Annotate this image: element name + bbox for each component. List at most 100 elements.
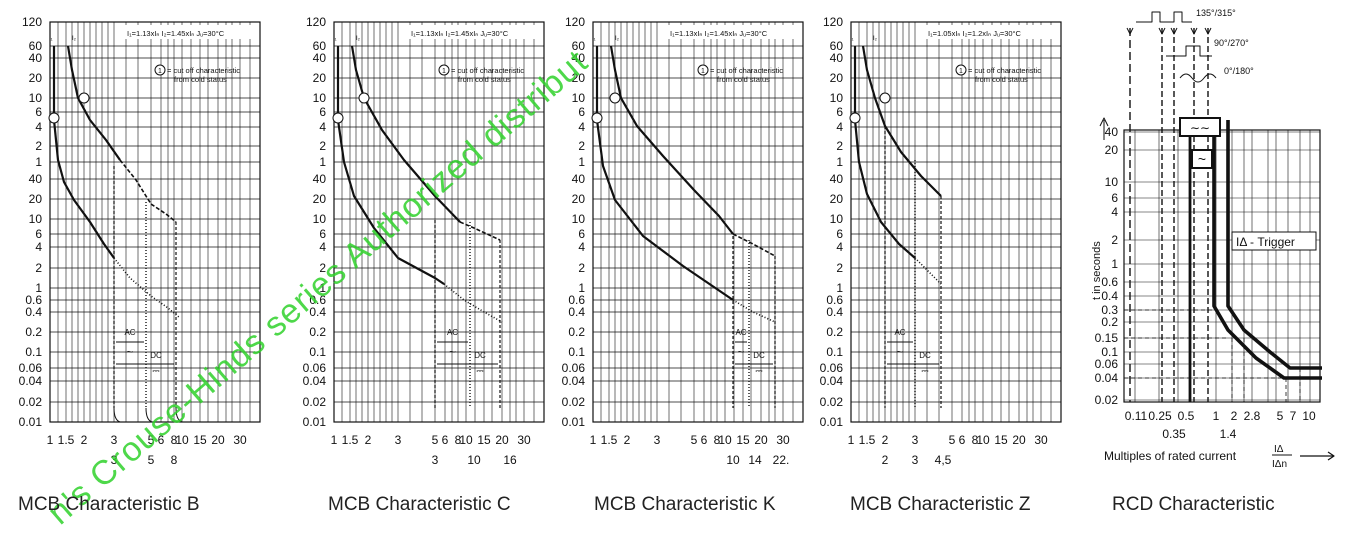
dc-label: DC xyxy=(150,351,162,360)
y-tick-label: 10 xyxy=(29,91,43,105)
mcb-chart-0: 12060402010642140201064210.60.40.20.10.0… xyxy=(19,15,261,467)
ac-symbol: ~ xyxy=(896,345,903,359)
x-tick-label: 8 xyxy=(972,433,979,447)
y-tick-label: 0.1 xyxy=(826,345,843,359)
x-tick-label: 1 xyxy=(331,433,338,447)
rcd-x-tick-lower: 0.35 xyxy=(1162,427,1186,441)
y-tick-label: 120 xyxy=(22,15,42,29)
x-tick-label: 20 xyxy=(754,433,768,447)
y-tick-label: 0.02 xyxy=(303,395,327,409)
ac-label: AC xyxy=(447,328,458,337)
rcd-y-tick-label: 40 xyxy=(1105,125,1119,139)
x-mark-label: 3 xyxy=(111,453,118,467)
rcd-y-tick-label: 0.6 xyxy=(1101,275,1118,289)
x-tick-label: 10 xyxy=(175,433,189,447)
y-tick-label: 10 xyxy=(572,91,586,105)
y-tick-label: 2 xyxy=(836,261,843,275)
i2-label: I₂ xyxy=(873,36,878,42)
i1-label: I₁ xyxy=(49,36,53,42)
ac-label: AC xyxy=(124,328,135,337)
y-tick-label: 2 xyxy=(319,139,326,153)
x-mark-label: 14 xyxy=(748,453,762,467)
x-mark-label: 3 xyxy=(912,453,919,467)
y-tick-label: 4 xyxy=(836,120,843,134)
y-tick-label: 40 xyxy=(29,172,43,186)
rcd-x-tick-label: 0.25 xyxy=(1148,409,1172,423)
y-tick-label: 0.02 xyxy=(19,395,43,409)
x-mark-label: 5 xyxy=(148,453,155,467)
y-tick-label: 0.02 xyxy=(820,395,844,409)
rcd-pulse-icon-90 xyxy=(1166,45,1212,57)
rcd-x-axis-label: Multiples of rated current xyxy=(1104,449,1237,463)
y-tick-label: 120 xyxy=(823,15,843,29)
dc-symbol: ⎓ xyxy=(921,366,928,376)
y-tick-label: 1 xyxy=(319,155,326,169)
y-tick-label: 0.04 xyxy=(303,374,327,388)
y-tick-label: 0.2 xyxy=(309,325,326,339)
y-tick-label: 20 xyxy=(830,71,844,85)
marker-circle-1-icon xyxy=(332,112,344,124)
rcd-y-tick-label: 4 xyxy=(1111,205,1118,219)
y-tick-label: 10 xyxy=(830,91,844,105)
y-tick-label: 20 xyxy=(830,192,844,206)
x-tick-label: 1.5 xyxy=(859,433,876,447)
upper-curve-dashed xyxy=(119,159,177,223)
plot-frame xyxy=(592,21,804,423)
y-tick-label: 6 xyxy=(35,105,42,119)
x-tick-label: 30 xyxy=(517,433,531,447)
x-tick-label: 1 xyxy=(47,433,54,447)
x-mark-label: 10 xyxy=(726,453,740,467)
y-tick-label: 4 xyxy=(319,120,326,134)
x-tick-label: 10 xyxy=(459,433,473,447)
y-tick-label: 0.4 xyxy=(309,305,326,319)
y-tick-label: 2 xyxy=(836,139,843,153)
y-tick-label: 1 xyxy=(578,155,585,169)
y-tick-label: 0.6 xyxy=(826,293,843,307)
dc-foot-1 xyxy=(145,407,153,423)
legend-circle-number: 1 xyxy=(959,68,963,75)
y-tick-label: 10 xyxy=(29,212,43,226)
rcd-y-tick-label: 2 xyxy=(1111,233,1118,247)
x-tick-label: 15 xyxy=(193,433,207,447)
rcd-y-tick-label: 20 xyxy=(1105,143,1119,157)
x-tick-label: 8 xyxy=(714,433,721,447)
marker-circle-2-icon xyxy=(879,92,891,104)
x-tick-label: 5 xyxy=(432,433,439,447)
y-tick-label: 2 xyxy=(578,139,585,153)
i2-label: I₂ xyxy=(615,36,620,42)
rcd-pulse-icon-135 xyxy=(1136,11,1192,23)
caption-rcd: RCD Characteristic xyxy=(1112,494,1275,515)
dc-symbol: ⎓ xyxy=(152,366,159,376)
mcb-chart-1: 12060402010642140201064210.60.40.20.10.0… xyxy=(303,15,545,467)
marker-circle-1-icon xyxy=(591,112,603,124)
y-tick-label: 0.01 xyxy=(19,415,43,429)
legend-note-line1: = cut off characteristic xyxy=(451,66,524,75)
upper-curve xyxy=(66,45,121,161)
plot-frame xyxy=(850,21,1062,423)
rcd-x-tick-label: 0.5 xyxy=(1178,409,1195,423)
rcd-arrow-icon xyxy=(1170,27,1178,35)
y-tick-label: 0.6 xyxy=(568,293,585,307)
y-tick-label: 6 xyxy=(319,227,326,241)
y-tick-label: 1 xyxy=(578,281,585,295)
x-tick-label: 3 xyxy=(111,433,118,447)
legend-note-line1: = cut off characteristic xyxy=(167,66,240,75)
y-tick-label: 0.04 xyxy=(19,374,43,388)
y-tick-label: 0.4 xyxy=(826,305,843,319)
rcd-arrow-icon xyxy=(1126,27,1134,35)
x-mark-label: 22. xyxy=(773,453,790,467)
y-tick-label: 120 xyxy=(306,15,326,29)
y-tick-label: 0.4 xyxy=(25,305,42,319)
x-tick-label: 1 xyxy=(590,433,597,447)
y-tick-label: 6 xyxy=(578,227,585,241)
legend-circle-number: 1 xyxy=(701,68,705,75)
x-tick-label: 8 xyxy=(171,433,178,447)
legend-note-line2: from cold status xyxy=(717,75,770,84)
legend-note-line1: = cut off characteristic xyxy=(968,66,1041,75)
marker-circle-2-icon xyxy=(609,92,621,104)
caption-mcb-c: MCB Characteristic C xyxy=(328,494,511,515)
legend-note-line2: from cold status xyxy=(975,75,1028,84)
i1-label: I₁ xyxy=(592,36,596,42)
y-tick-label: 60 xyxy=(313,39,327,53)
